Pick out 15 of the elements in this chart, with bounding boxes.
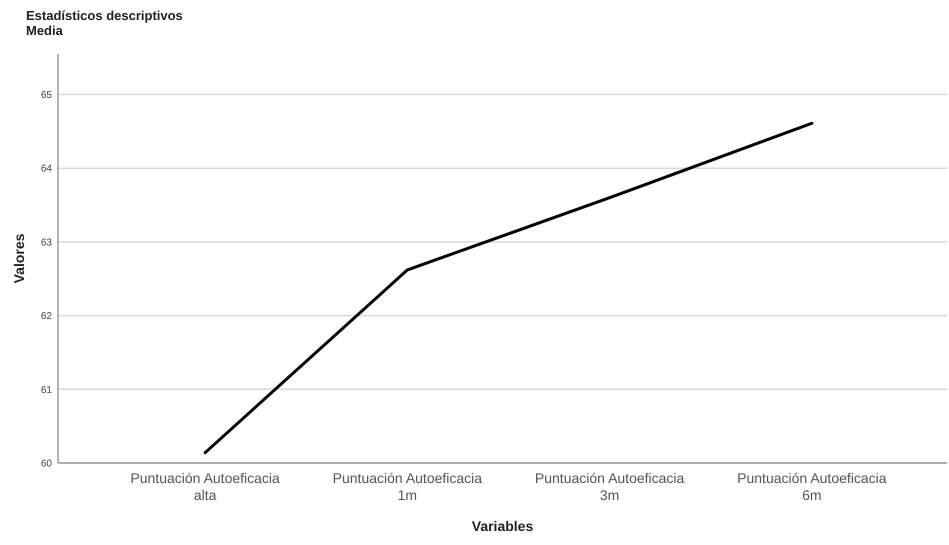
x-tick-label: Puntuación Autoeficacia 1m xyxy=(332,470,482,503)
y-tick-label: 65 xyxy=(40,90,52,102)
line-series xyxy=(204,122,814,454)
y-tick-label: 60 xyxy=(40,458,52,470)
x-tick-label: Puntuación Autoeficacia 6m xyxy=(737,470,887,503)
x-axis-title: Variables xyxy=(472,518,534,534)
chart-title: Estadísticos descriptivos xyxy=(26,8,183,23)
chart-subtitle: Media xyxy=(26,23,64,38)
x-tick-label: Puntuación Autoeficacia 3m xyxy=(534,470,685,503)
y-tick-label: 61 xyxy=(40,384,52,396)
y-tick-label: 62 xyxy=(40,311,52,322)
y-tick-label: 63 xyxy=(40,237,52,248)
x-tick-label: Puntuación Autoeficacia alta xyxy=(130,470,280,503)
y-tick-label: 64 xyxy=(40,164,52,175)
y-axis-title: Valores xyxy=(11,233,27,284)
